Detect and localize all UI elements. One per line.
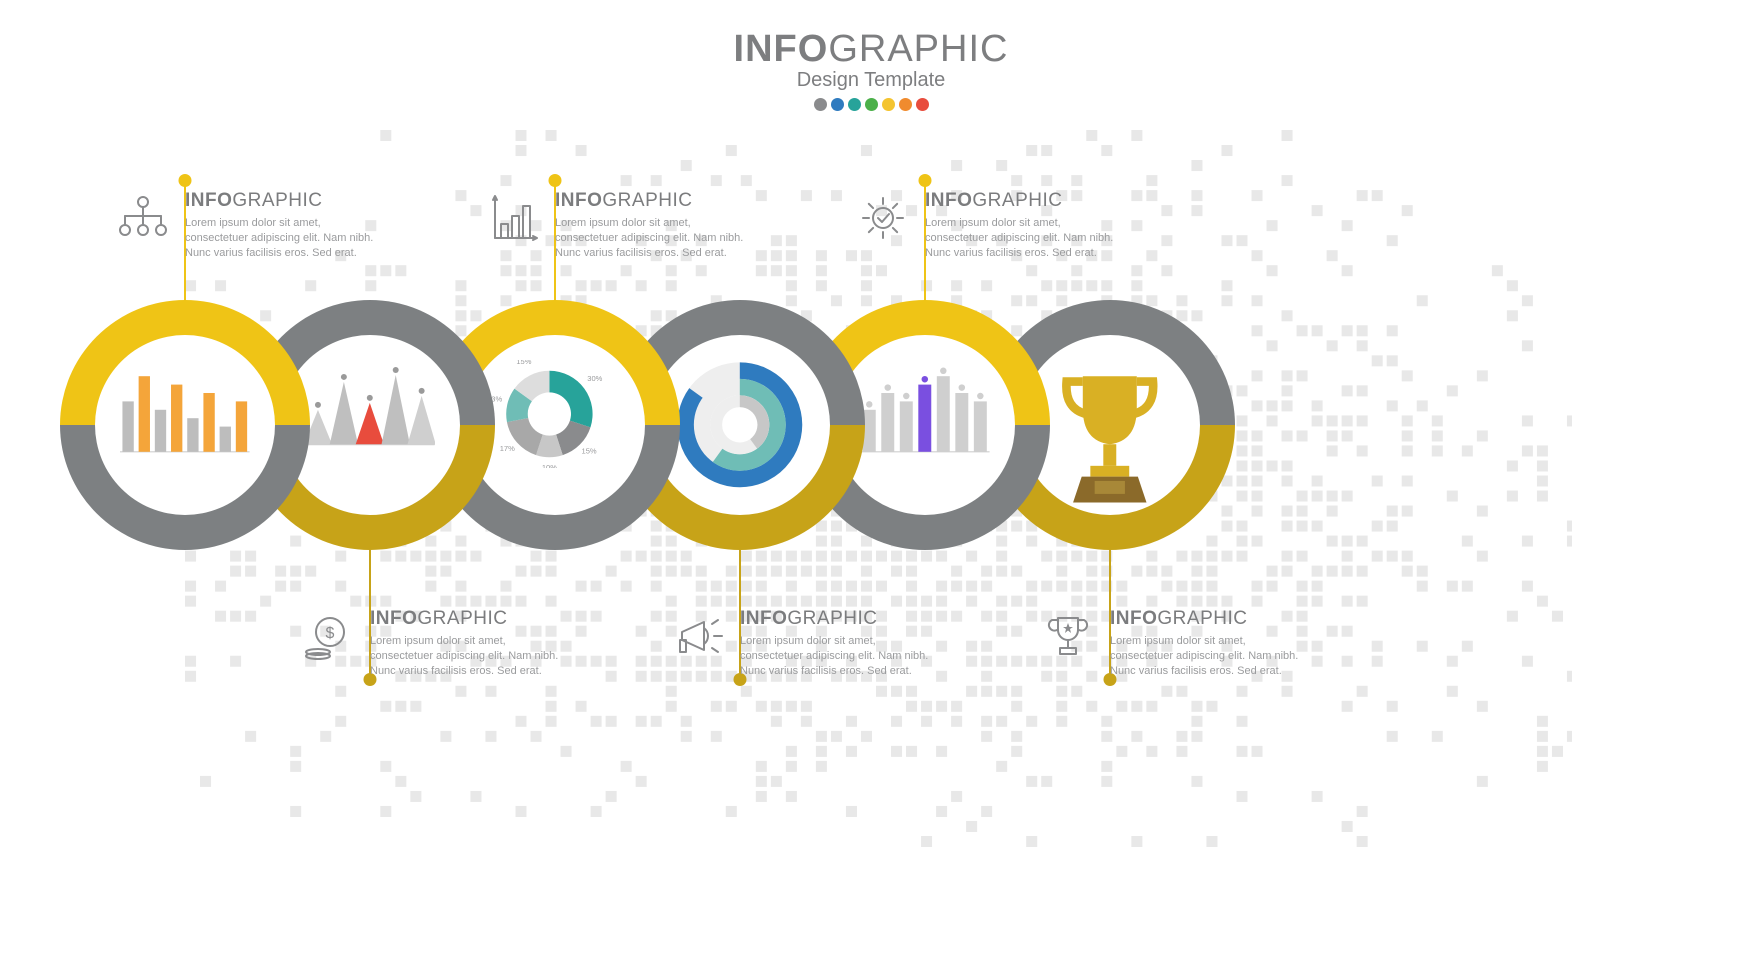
header-dots [0, 98, 1742, 111]
megaphone-icon [670, 608, 726, 664]
label-body: Lorem ipsum dolor sit amet, consectetuer… [555, 216, 745, 261]
trophy-line-icon [1040, 608, 1096, 664]
bar-chart-icon [95, 335, 275, 515]
ring-1 [60, 300, 310, 550]
svg-text:30%: 30% [587, 374, 602, 383]
org-chart-icon [115, 190, 171, 246]
header-dot [865, 98, 878, 111]
label-body: Lorem ipsum dolor sit amet, consectetuer… [1110, 634, 1300, 679]
gear-check-icon [855, 190, 911, 246]
ring-chain: 30%15%10%17%13%15% [60, 300, 1680, 550]
label-title: INFOGRAPHIC [1110, 608, 1300, 630]
header-dot [899, 98, 912, 111]
label-block-1: INFOGRAPHIC Lorem ipsum dolor sit amet, … [115, 190, 375, 261]
label-body: Lorem ipsum dolor sit amet, consectetuer… [185, 216, 375, 261]
label-body: Lorem ipsum dolor sit amet, consectetuer… [925, 216, 1115, 261]
label-title: INFOGRAPHIC [555, 190, 745, 212]
header-dot [848, 98, 861, 111]
svg-text:15%: 15% [582, 447, 597, 456]
label-block-3: INFOGRAPHIC Lorem ipsum dolor sit amet, … [485, 190, 745, 261]
header-dot [831, 98, 844, 111]
label-title: INFOGRAPHIC [370, 608, 560, 630]
label-body: Lorem ipsum dolor sit amet, consectetuer… [370, 634, 560, 679]
label-title: INFOGRAPHIC [185, 190, 375, 212]
svg-text:15%: 15% [517, 360, 532, 366]
growth-bars-icon [485, 190, 541, 246]
label-block-5: INFOGRAPHIC Lorem ipsum dolor sit amet, … [855, 190, 1115, 261]
svg-text:$: $ [326, 625, 335, 642]
label-block-4: INFOGRAPHIC Lorem ipsum dolor sit amet, … [670, 608, 930, 679]
header-dot [814, 98, 827, 111]
label-title: INFOGRAPHIC [740, 608, 930, 630]
header-title: INFOGRAPHIC [0, 28, 1742, 71]
label-block-6: INFOGRAPHIC Lorem ipsum dolor sit amet, … [1040, 608, 1300, 679]
label-block-2: $ INFOGRAPHIC Lorem ipsum dolor sit amet… [300, 608, 560, 679]
svg-text:17%: 17% [500, 444, 515, 453]
header: INFOGRAPHIC Design Template [0, 28, 1742, 111]
svg-text:10%: 10% [542, 463, 557, 468]
label-title: INFOGRAPHIC [925, 190, 1115, 212]
header-dot [882, 98, 895, 111]
label-body: Lorem ipsum dolor sit amet, consectetuer… [740, 634, 930, 679]
header-dot [916, 98, 929, 111]
header-subtitle: Design Template [0, 69, 1742, 92]
coin-dollar-icon: $ [300, 608, 356, 664]
